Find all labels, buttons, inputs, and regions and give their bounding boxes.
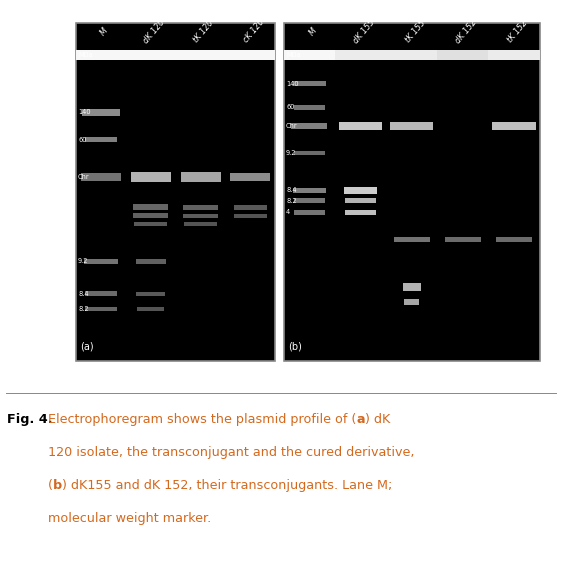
Text: dK 155: dK 155 (351, 18, 377, 45)
Text: Chr: Chr (286, 123, 298, 129)
Text: 8.4: 8.4 (78, 291, 89, 296)
Bar (488, 50, 540, 60)
Bar (344, 187, 377, 193)
Bar (84, 259, 118, 264)
Text: 4: 4 (286, 209, 291, 215)
Bar (183, 213, 218, 218)
Bar (390, 122, 433, 130)
Bar (134, 222, 167, 226)
Bar (131, 172, 171, 182)
Bar (85, 307, 117, 311)
Text: 8.4: 8.4 (286, 187, 297, 193)
Bar (339, 122, 382, 130)
Bar (133, 204, 168, 211)
Bar (284, 50, 335, 60)
Text: 8.2: 8.2 (78, 306, 89, 312)
Text: Chr: Chr (78, 174, 90, 180)
Text: dK 120: dK 120 (142, 18, 167, 45)
Bar (294, 105, 325, 110)
Bar (292, 123, 327, 129)
Bar (82, 109, 120, 116)
Bar (293, 188, 326, 193)
Text: 60: 60 (78, 137, 87, 143)
Bar (234, 205, 266, 210)
Bar (294, 198, 325, 203)
Text: MDa: MDa (286, 52, 301, 58)
Bar (386, 50, 437, 60)
Bar (394, 237, 429, 242)
Bar (403, 283, 420, 291)
Text: molecular weight marker.: molecular weight marker. (48, 512, 211, 525)
Bar (225, 50, 275, 60)
Bar (345, 198, 376, 203)
Text: 140: 140 (286, 81, 298, 86)
Text: ) dK155 and dK 152, their transconjugants. Lane M;: ) dK155 and dK 152, their transconjugant… (62, 479, 392, 492)
Bar (335, 50, 386, 60)
Text: Fig. 4.: Fig. 4. (7, 413, 52, 426)
Bar (136, 291, 165, 296)
Bar (85, 291, 117, 296)
Bar (76, 50, 126, 60)
Bar (445, 237, 481, 242)
Text: MDa: MDa (78, 52, 93, 58)
Bar (234, 213, 266, 218)
Text: 9.2: 9.2 (286, 150, 297, 156)
Bar (85, 137, 117, 142)
Bar (496, 237, 532, 242)
Text: 60: 60 (286, 104, 294, 110)
Bar (183, 205, 218, 210)
Text: (a): (a) (80, 341, 94, 351)
Bar (175, 50, 225, 60)
Bar (293, 81, 326, 86)
Text: tK 155: tK 155 (403, 18, 427, 44)
Bar (345, 209, 376, 215)
Text: dK 152: dK 152 (454, 18, 479, 45)
Text: b: b (53, 479, 62, 492)
Text: 140: 140 (78, 109, 90, 116)
Bar (135, 259, 166, 263)
Bar (184, 222, 217, 226)
Text: ) dK: ) dK (365, 413, 390, 426)
Text: (b): (b) (288, 341, 302, 351)
Bar (284, 23, 540, 361)
Bar (294, 210, 325, 215)
Text: 120 isolate, the transconjugant and the cured derivative,: 120 isolate, the transconjugant and the … (48, 446, 414, 459)
Bar (81, 172, 121, 181)
Text: cK 120: cK 120 (242, 18, 266, 45)
Text: (: ( (48, 479, 53, 492)
Bar (137, 307, 165, 311)
Text: M: M (307, 26, 319, 37)
Bar (230, 172, 270, 181)
Text: 9.2: 9.2 (78, 258, 89, 265)
Bar (76, 23, 275, 361)
Text: 8.2: 8.2 (286, 197, 297, 204)
Text: M: M (98, 26, 110, 37)
Bar (133, 213, 168, 218)
Bar (437, 50, 488, 60)
Bar (404, 299, 419, 305)
Bar (180, 172, 220, 182)
Text: tK 120: tK 120 (192, 18, 216, 44)
Text: a: a (356, 413, 365, 426)
Bar (492, 122, 536, 130)
Bar (294, 151, 325, 155)
Text: Electrophoregram shows the plasmid profile of (: Electrophoregram shows the plasmid profi… (48, 413, 356, 426)
Text: tK 152: tK 152 (505, 18, 529, 44)
Bar (126, 50, 175, 60)
